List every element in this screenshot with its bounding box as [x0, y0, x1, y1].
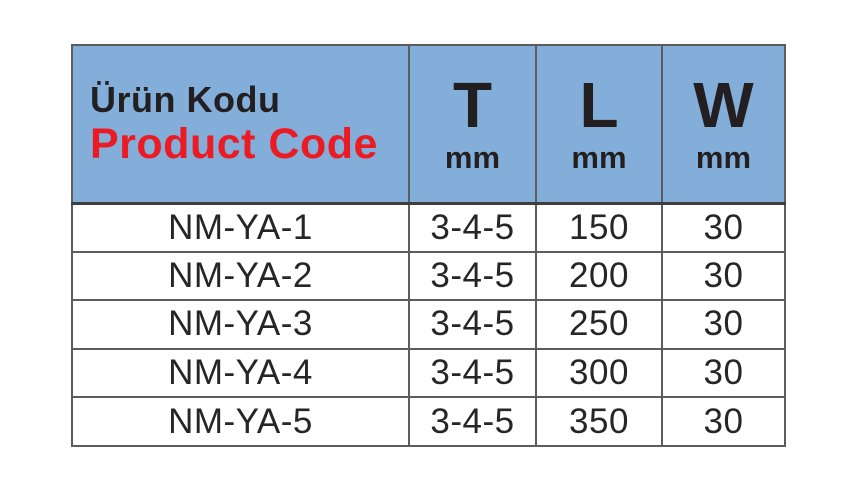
t-value-cell: 3-4-5 — [408, 347, 537, 399]
t-value-cell: 3-4-5 — [408, 202, 537, 253]
column-header-t: T mm — [408, 44, 537, 205]
l-symbol-label: L — [579, 68, 619, 141]
t-value-cell: 3-4-5 — [408, 299, 537, 350]
w-unit-label: mm — [695, 139, 752, 175]
product-code-cell: NM-YA-5 — [71, 396, 410, 447]
product-code-cell: NM-YA-3 — [71, 299, 410, 350]
column-header-l: L mm — [535, 44, 663, 205]
t-symbol-label: T — [452, 68, 493, 141]
l-value-cell: 350 — [535, 396, 663, 447]
w-symbol-label: W — [693, 68, 754, 141]
t-value-cell: 3-4-5 — [408, 396, 537, 447]
l-value-cell: 250 — [535, 299, 663, 350]
l-value-cell: 300 — [535, 347, 663, 399]
column-header-product-code: Ürün Kodu Product Code — [71, 44, 410, 205]
product-code-cell: NM-YA-2 — [71, 250, 410, 302]
t-unit-label: mm — [444, 139, 501, 175]
l-value-cell: 150 — [535, 202, 663, 253]
table-row: NM-YA-5 3-4-5 350 30 — [71, 396, 786, 447]
w-value-cell: 30 — [661, 299, 786, 350]
l-value-cell: 200 — [535, 250, 663, 302]
header-row: Ürün Kodu Product Code T mm L mm W mm — [71, 44, 786, 205]
product-spec-table: Ürün Kodu Product Code T mm L mm W mm — [71, 44, 786, 447]
w-value-cell: 30 — [661, 396, 786, 447]
header-title-english: Product Code — [90, 119, 378, 168]
w-value-cell: 30 — [661, 347, 786, 399]
w-value-cell: 30 — [661, 250, 786, 302]
header-title-turkish: Ürün Kodu — [90, 79, 281, 121]
product-code-cell: NM-YA-4 — [71, 347, 410, 399]
t-value-cell: 3-4-5 — [408, 250, 537, 302]
product-code-cell: NM-YA-1 — [71, 202, 410, 253]
table-row: NM-YA-2 3-4-5 200 30 — [71, 250, 786, 302]
w-value-cell: 30 — [661, 202, 786, 253]
table-row: NM-YA-3 3-4-5 250 30 — [71, 299, 786, 350]
l-unit-label: mm — [571, 139, 627, 175]
table-row: NM-YA-1 3-4-5 150 30 — [71, 202, 786, 253]
column-header-w: W mm — [661, 44, 786, 205]
table-row: NM-YA-4 3-4-5 300 30 — [71, 347, 786, 399]
